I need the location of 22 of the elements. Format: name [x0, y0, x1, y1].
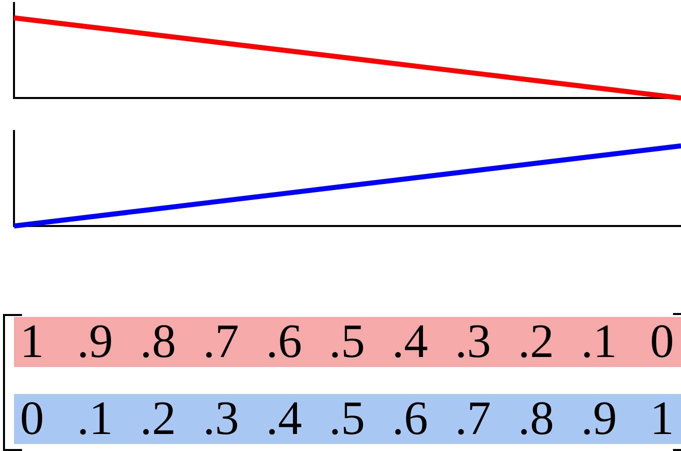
- data-label: 0: [650, 315, 674, 368]
- data-label: .2: [140, 392, 176, 445]
- data-label: 1: [20, 315, 44, 368]
- data-label: .7: [455, 392, 491, 445]
- data-label: .1: [581, 315, 617, 368]
- data-label: .5: [329, 392, 365, 445]
- data-label: .4: [392, 315, 428, 368]
- data-label: .7: [203, 315, 239, 368]
- data-label: 0: [20, 392, 44, 445]
- data-label: .9: [77, 315, 113, 368]
- data-label: .6: [266, 315, 302, 368]
- data-label: .5: [329, 315, 365, 368]
- data-label: .8: [518, 392, 554, 445]
- data-label: .1: [77, 392, 113, 445]
- data-label: .3: [203, 392, 239, 445]
- data-label: 1: [650, 392, 674, 445]
- data-label: .6: [392, 392, 428, 445]
- data-label: .4: [266, 392, 302, 445]
- data-label: .2: [518, 315, 554, 368]
- data-label: .3: [455, 315, 491, 368]
- data-label: .8: [140, 315, 176, 368]
- data-label: .9: [581, 392, 617, 445]
